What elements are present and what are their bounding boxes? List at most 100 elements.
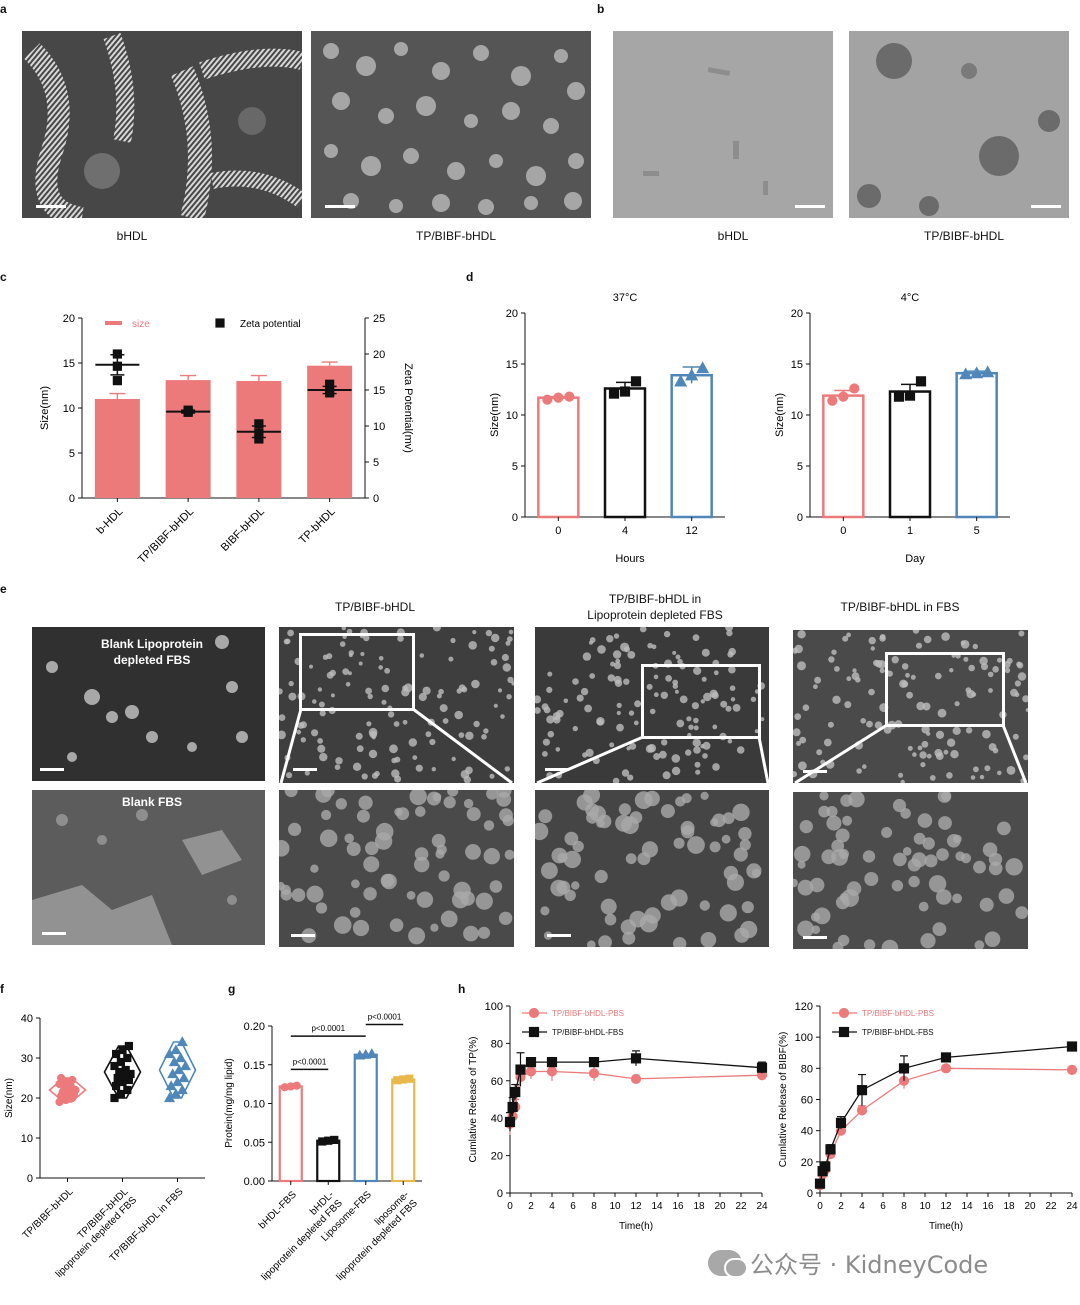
nanoparticle (662, 771, 671, 780)
nanoparticle (712, 763, 720, 771)
nanoparticle (998, 888, 1015, 904)
nanoparticle (1004, 667, 1011, 674)
data-point (330, 1135, 339, 1145)
nanoparticle (589, 805, 606, 822)
nanoparticle (348, 653, 353, 658)
nanoparticle (612, 650, 622, 659)
nanoparticle (585, 748, 594, 757)
nanoparticle (1018, 630, 1025, 637)
scale-bar (325, 205, 355, 208)
nanoparticle (486, 790, 499, 800)
nanoparticle (612, 777, 620, 783)
nanoparticle (1022, 695, 1028, 703)
x-tick-label: 20 (714, 1201, 726, 1212)
x-tick-label: 12 (630, 1201, 642, 1212)
data-point (504, 1116, 516, 1128)
nanoparticle (288, 680, 294, 687)
nanoparticle (671, 754, 681, 763)
data-point (940, 1063, 952, 1074)
nanoparticle (746, 863, 762, 879)
x-tick-label: 24 (1066, 1201, 1078, 1212)
nanoparticle (900, 808, 911, 819)
nanoparticle (712, 724, 718, 730)
x-axis-label: Day (905, 553, 925, 565)
nanoparticle (793, 878, 798, 888)
nanoparticle (284, 790, 298, 798)
nanoparticle (296, 729, 302, 735)
nanoparticle (339, 641, 346, 647)
nanoparticle (997, 770, 1002, 776)
nanoparticle (941, 632, 950, 641)
nanoparticle (546, 686, 553, 693)
x-tick-label: 4 (622, 525, 628, 537)
caption-tp-bibf-bhdl: TP/BIBF-bHDL (415, 229, 496, 243)
tem-image-bhdl-texture (22, 31, 302, 218)
nanoparticle (408, 738, 417, 747)
data-point (856, 1105, 868, 1116)
nanoparticle (952, 726, 961, 735)
nanoparticle (504, 766, 510, 772)
nanoparticle (693, 725, 699, 731)
nanoparticle (300, 737, 306, 743)
nanoparticle (938, 816, 952, 830)
data-point (176, 1036, 188, 1047)
nanoparticle (387, 711, 395, 718)
nanoparticle (726, 873, 744, 891)
data-point (124, 1041, 134, 1051)
nanoparticle (368, 749, 378, 759)
scale-bar (803, 770, 827, 773)
nanoparticle (319, 710, 326, 717)
y-tick-label: 0 (497, 1188, 503, 1200)
nanoparticle (551, 847, 568, 864)
nanoparticle (309, 664, 313, 669)
nanoparticle (700, 791, 709, 800)
nanoparticle (628, 710, 635, 716)
nanoparticle (363, 856, 380, 873)
nanoparticle (473, 720, 480, 728)
nanoparticle (702, 741, 711, 750)
nanoparticle (838, 848, 849, 860)
nanoparticle (616, 702, 622, 708)
x-axis-label: Hours (615, 553, 645, 565)
nanoparticle (597, 645, 606, 654)
nanoparticle (315, 790, 332, 803)
nanoparticle (870, 646, 875, 651)
y-tick-label: 5 (373, 457, 379, 469)
y-tick-label: 0.20 (244, 1021, 265, 1033)
nanoparticle (960, 640, 970, 649)
nanoparticle (923, 635, 932, 644)
nanoparticle (472, 630, 477, 635)
nanoparticle (660, 691, 668, 699)
nanoparticle (418, 692, 427, 702)
legend-zeta-swatch (215, 318, 225, 328)
nanoparticle (844, 701, 852, 709)
scale-bar (36, 205, 66, 208)
nanoparticle (741, 901, 754, 914)
nanoparticle (918, 901, 929, 912)
nanoparticle (335, 757, 343, 765)
nanoparticle (349, 907, 361, 918)
scale-bar (803, 936, 827, 939)
y-tick-label: 10 (21, 1133, 33, 1145)
scale-bar (293, 768, 317, 771)
nanoparticle (700, 932, 717, 947)
nanoparticle (910, 674, 916, 680)
nanoparticle (946, 738, 956, 747)
nanoparticle (312, 699, 317, 704)
nanoparticle (634, 791, 653, 810)
nanoparticle (493, 703, 498, 708)
nanoparticle (1006, 766, 1016, 775)
nanoparticle (555, 747, 561, 752)
nanoparticle (912, 752, 917, 757)
nanoparticle (584, 704, 592, 713)
nanoparticle (823, 738, 832, 747)
nanoparticle (627, 651, 636, 659)
nanoparticle (505, 640, 511, 646)
y-tick-label: 0 (69, 493, 75, 505)
nanoparticle (992, 747, 999, 754)
nanoparticle (380, 873, 394, 888)
x-tick-label: 10 (609, 1201, 621, 1212)
data-point (940, 1052, 952, 1063)
data-point (849, 383, 860, 394)
nanoparticle (547, 730, 555, 738)
